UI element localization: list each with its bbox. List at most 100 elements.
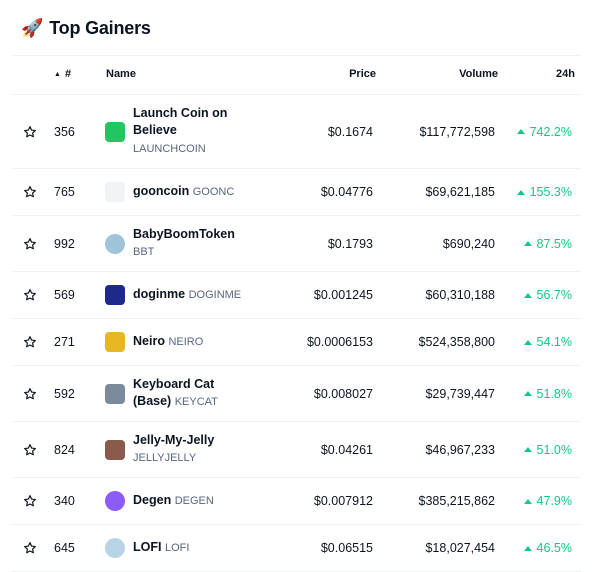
- doginme-logo-icon: [105, 285, 125, 305]
- change-column-header[interactable]: 24h: [556, 68, 575, 80]
- price-cell: $0.008027: [313, 386, 373, 401]
- coin-name-cell[interactable]: LOFI LOFI: [105, 525, 255, 571]
- coin-name[interactable]: Keyboard Cat (Base): [133, 376, 215, 409]
- rank-cell: 356: [54, 124, 75, 139]
- coin-name-cell[interactable]: Jelly-My-Jelly JELLYJELLY: [105, 422, 255, 477]
- rank-cell: 569: [54, 288, 75, 302]
- watchlist-star-icon[interactable]: [22, 216, 38, 271]
- gooncoin-logo-icon: [105, 182, 125, 202]
- table-row[interactable]: 592 Keyboard Cat (Base) KEYCAT $0.008027 $2…: [12, 366, 581, 422]
- caret-up-icon: [523, 447, 532, 452]
- coin-name[interactable]: Neiro: [133, 333, 165, 348]
- coin-symbol: JELLYJELLY: [133, 452, 197, 464]
- coin-symbol: GOONC: [192, 185, 235, 198]
- watchlist-star-icon[interactable]: [22, 422, 38, 477]
- coin-name[interactable]: gooncoin: [133, 183, 190, 198]
- caret-up-icon: [523, 241, 532, 246]
- coin-symbol: NEIRO: [168, 335, 204, 348]
- page-title-text: Top Gainers: [49, 17, 151, 38]
- change-24h-cell: 56.7%: [523, 272, 572, 318]
- change-value: 51.0%: [536, 442, 572, 457]
- table-row[interactable]: 356 Launch Coin on Believe LAUNCHCOIN $0.16…: [12, 95, 581, 169]
- coin-name-cell[interactable]: BabyBoomToken BBT: [105, 216, 255, 271]
- watchlist-star-icon[interactable]: [22, 525, 38, 571]
- caret-up-icon: [523, 391, 532, 396]
- coin-name-cell[interactable]: Keyboard Cat (Base) KEYCAT: [105, 366, 255, 421]
- price-cell: $0.1674: [327, 124, 373, 139]
- coin-symbol: DEGEN: [174, 494, 214, 507]
- coin-name-cell[interactable]: Launch Coin on Believe LAUNCHCOIN: [105, 95, 255, 168]
- change-value: 155.3%: [529, 185, 572, 199]
- table-row[interactable]: 765 gooncoin GOONC $0.04776 $69,621,185 155.…: [12, 169, 581, 216]
- watchlist-star-icon[interactable]: [22, 319, 38, 365]
- coin-symbol: KEYCAT: [174, 396, 218, 408]
- caret-up-icon: [523, 545, 532, 551]
- price-cell: $0.0006153: [306, 335, 373, 349]
- coin-name[interactable]: Jelly-My-Jelly: [133, 432, 215, 447]
- rank-cell: 271: [54, 335, 75, 349]
- volume-cell: $690,240: [442, 236, 495, 251]
- watchlist-star-icon[interactable]: [22, 272, 38, 318]
- watchlist-star-icon[interactable]: [22, 478, 38, 524]
- coin-name-cell[interactable]: Degen DEGEN: [105, 478, 255, 524]
- coin-symbol: LOFI: [164, 541, 190, 554]
- volume-cell: $46,967,233: [425, 442, 495, 457]
- watchlist-star-icon[interactable]: [22, 169, 38, 215]
- coin-name-cell[interactable]: doginme DOGINME: [105, 272, 255, 318]
- launchcoin-logo-icon: [105, 121, 125, 142]
- rank-header-label: #: [64, 68, 72, 80]
- coin-name[interactable]: LOFI: [133, 539, 162, 554]
- coin-symbol: BBT: [133, 246, 155, 258]
- table-header: ▲ # Name Price Volume 24h: [12, 55, 581, 95]
- rank-column-header[interactable]: ▲ #: [54, 68, 71, 80]
- change-24h-cell: 87.5%: [523, 216, 572, 271]
- table-row[interactable]: 271 Neiro NEIRO $0.0006153 $524,358,800 54.1…: [12, 319, 581, 366]
- volume-cell: $385,215,862: [418, 494, 495, 508]
- coin-symbol: DOGINME: [188, 288, 242, 301]
- lofi-logo-icon: [105, 538, 125, 558]
- price-cell: $0.007912: [313, 494, 373, 508]
- price-cell: $0.04261: [320, 442, 373, 457]
- volume-cell: $18,027,454: [425, 541, 495, 555]
- change-24h-cell: 742.2%: [516, 95, 572, 168]
- table-row[interactable]: 824 Jelly-My-Jelly JELLYJELLY $0.04261 $46,9…: [12, 422, 581, 478]
- table-row[interactable]: 992 BabyBoomToken BBT $0.1793 $690,240 87.5%: [12, 216, 581, 272]
- change-24h-cell: 46.5%: [523, 525, 572, 571]
- babyboom-logo-icon: [105, 233, 125, 254]
- table-row[interactable]: 645 LOFI LOFI $0.06515 $18,027,454 46.5%: [12, 525, 581, 572]
- caret-up-icon: [516, 129, 525, 134]
- coin-name[interactable]: doginme: [133, 286, 186, 301]
- watchlist-star-icon[interactable]: [22, 366, 38, 421]
- price-column-header[interactable]: Price: [349, 68, 376, 80]
- rank-cell: 765: [54, 185, 75, 199]
- change-24h-cell: 155.3%: [516, 169, 572, 215]
- name-column-header[interactable]: Name: [106, 68, 136, 80]
- change-24h-cell: 47.9%: [523, 478, 572, 524]
- volume-cell: $29,739,447: [425, 386, 495, 401]
- watchlist-star-icon[interactable]: [22, 95, 38, 168]
- change-value: 47.9%: [536, 494, 572, 508]
- price-cell: $0.001245: [313, 288, 373, 302]
- caret-up-icon: [523, 339, 532, 345]
- coin-name[interactable]: Launch Coin on Believe: [133, 105, 228, 138]
- coin-name[interactable]: Degen: [133, 492, 172, 507]
- gainers-table: ▲ # Name Price Volume 24h 356 Launch Coin …: [12, 55, 581, 572]
- table-row[interactable]: 569 doginme DOGINME $0.001245 $60,310,188 56…: [12, 272, 581, 319]
- jellyjelly-logo-icon: [105, 439, 125, 460]
- rank-cell: 645: [54, 541, 75, 555]
- degen-logo-icon: [105, 491, 125, 511]
- change-value: 46.5%: [536, 541, 572, 555]
- coin-name-cell[interactable]: Neiro NEIRO: [105, 319, 255, 365]
- coin-name-cell[interactable]: gooncoin GOONC: [105, 169, 255, 215]
- change-value: 742.2%: [529, 124, 572, 139]
- volume-cell: $60,310,188: [425, 288, 495, 302]
- table-row[interactable]: 340 Degen DEGEN $0.007912 $385,215,862 47.9%: [12, 478, 581, 525]
- change-value: 56.7%: [536, 288, 572, 302]
- change-24h-cell: 51.8%: [523, 366, 572, 421]
- neiro-logo-icon: [105, 332, 125, 352]
- rank-cell: 824: [54, 442, 75, 457]
- coin-name[interactable]: BabyBoomToken: [133, 226, 235, 241]
- volume-column-header[interactable]: Volume: [459, 68, 498, 80]
- table-body: 356 Launch Coin on Believe LAUNCHCOIN $0.16…: [12, 95, 581, 572]
- change-24h-cell: 51.0%: [523, 422, 572, 477]
